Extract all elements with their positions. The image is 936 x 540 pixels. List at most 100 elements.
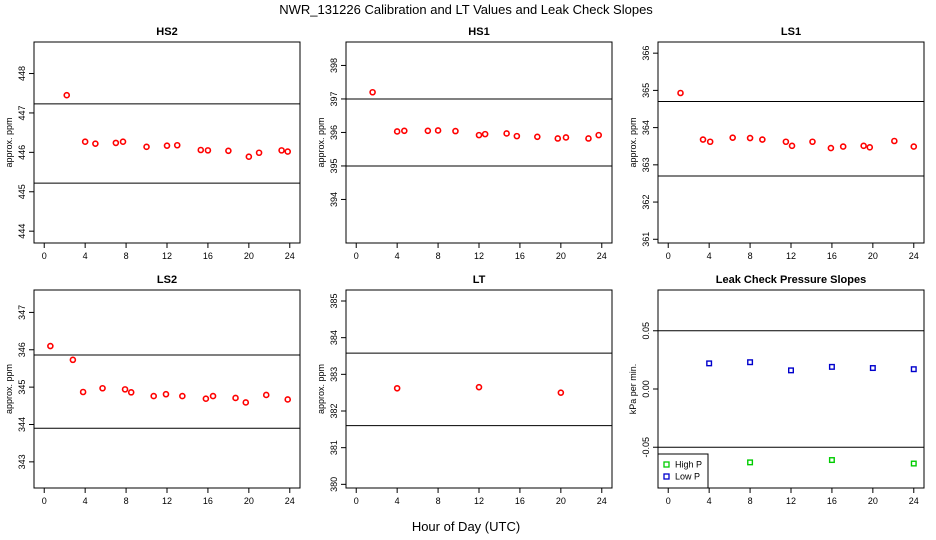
data-point (255, 149, 263, 157)
data-point (788, 142, 796, 150)
y-tick-label: 385 (329, 293, 339, 308)
x-tick-label: 24 (285, 496, 295, 506)
data-point (729, 134, 736, 141)
panel-title: LS2 (157, 274, 177, 286)
y-tick-label: 446 (17, 145, 27, 160)
data-point (393, 128, 401, 135)
data-point (699, 136, 707, 143)
x-tick-label: 24 (909, 251, 919, 261)
x-tick-label: 20 (556, 496, 566, 506)
data-point (828, 363, 835, 370)
y-axis-label: kPa per min. (628, 364, 638, 415)
y-tick-label: 394 (329, 192, 339, 207)
data-point (557, 389, 565, 396)
x-tick-label: 8 (124, 251, 129, 261)
data-point (284, 148, 292, 155)
data-point (562, 134, 570, 141)
legend-label: Low P (675, 472, 700, 482)
legend: High P Low P (657, 453, 709, 489)
data-point (173, 141, 181, 149)
data-point (393, 384, 401, 392)
x-tick-label: 8 (748, 251, 753, 261)
x-tick-label: 16 (203, 496, 213, 506)
y-tick-label: -0.05 (641, 437, 651, 458)
panel-title: HS1 (468, 26, 489, 38)
x-tick-label: 4 (707, 251, 712, 261)
x-tick-label: 20 (244, 496, 254, 506)
y-tick-label: 347 (17, 305, 27, 320)
x-tick-label: 0 (42, 251, 47, 261)
x-tick-label: 4 (83, 251, 88, 261)
data-point (809, 138, 816, 146)
data-point (232, 394, 239, 402)
legend-marker (663, 473, 670, 480)
y-tick-label: 346 (17, 342, 27, 357)
data-point (112, 139, 120, 147)
y-tick-label: 383 (329, 367, 339, 382)
panel-ls1: LS1 0 4 8 12 16 20 24 361 362 363 364 365 366 approx. … (628, 26, 925, 261)
figure-title: NWR_131226 Calibration and LT Values and… (279, 2, 653, 17)
y-tick-label: 366 (641, 46, 651, 61)
data-point (63, 91, 71, 99)
data-point (554, 135, 562, 142)
data-point (910, 460, 917, 467)
y-tick-label: 363 (641, 157, 651, 172)
data-point (369, 88, 376, 96)
data-point (401, 127, 408, 135)
x-tick-label: 8 (124, 496, 129, 506)
data-point (839, 143, 847, 150)
data-point (121, 386, 129, 393)
data-point (747, 359, 754, 366)
data-point (143, 143, 150, 151)
data-point (69, 356, 77, 364)
legend-box (657, 453, 709, 489)
y-tick-label: 396 (329, 125, 339, 140)
data-point (910, 143, 918, 150)
data-point (503, 130, 510, 137)
x-tick-label: 0 (666, 496, 671, 506)
x-tick-label: 4 (707, 496, 712, 506)
y-tick-label: 361 (641, 232, 651, 247)
x-tick-label: 20 (556, 251, 566, 261)
data-point (179, 392, 186, 400)
data-point (585, 135, 592, 142)
panel-lt: LT 0 4 8 12 16 20 24 380 381 382 383 384 385 approx. p… (316, 274, 613, 506)
data-point (119, 138, 127, 146)
x-tick-label: 12 (162, 251, 172, 261)
x-tick-label: 0 (42, 496, 47, 506)
data-point (452, 127, 459, 135)
x-tick-label: 12 (162, 496, 172, 506)
panel-ls2: LS2 0 4 8 12 16 20 24 343 344 345 346 347 approx. ppm (4, 274, 301, 506)
x-tick-label: 12 (786, 251, 796, 261)
data-point (827, 144, 835, 152)
data-point (242, 399, 250, 406)
panel-hs1: HS1 0 4 8 12 16 20 24 394 395 396 397 398 approx. ppm (316, 26, 613, 261)
data-point (475, 131, 483, 139)
data-point (747, 459, 754, 466)
panel-title: Leak Check Pressure Slopes (716, 274, 866, 286)
data-point (475, 383, 483, 391)
x-tick-label: 0 (354, 496, 359, 506)
y-axis-label: approx. ppm (628, 117, 638, 167)
data-point (746, 134, 754, 142)
data-point (891, 137, 898, 145)
x-tick-label: 0 (354, 251, 359, 261)
data-point (245, 153, 253, 160)
data-point (782, 138, 790, 146)
x-tick-label: 24 (597, 496, 607, 506)
data-point (204, 147, 212, 154)
data-point (284, 396, 292, 403)
panel-leak-check-pressure-slopes: Leak Check Pressure Slopes 0 4 8 12 16 20 24 -0.… (628, 274, 925, 506)
data-point (481, 130, 489, 138)
data-point (150, 392, 157, 400)
y-axis-label: approx. ppm (4, 117, 14, 167)
y-axis-label: approx. ppm (316, 117, 326, 167)
data-point (595, 131, 603, 139)
y-tick-label: 364 (641, 120, 651, 135)
y-tick-label: 362 (641, 195, 651, 210)
panel-title: LS1 (781, 26, 801, 38)
data-point (209, 392, 217, 400)
x-tick-label: 20 (868, 496, 878, 506)
